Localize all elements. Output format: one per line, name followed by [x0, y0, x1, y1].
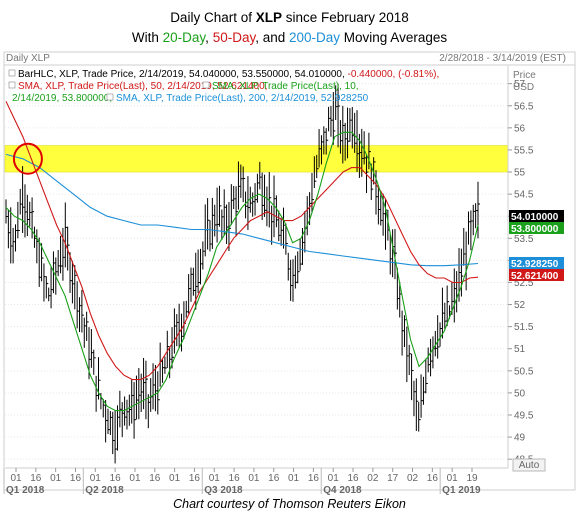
- x-tick-label-5: 16: [110, 473, 122, 484]
- x-tick-label-14: 01: [288, 473, 300, 484]
- x-tick-label-9: 16: [189, 473, 201, 484]
- quarter-label-4: Q1 2019: [442, 485, 481, 496]
- y-tick-label-4: 50.5: [514, 366, 534, 377]
- plot-area: [5, 66, 508, 468]
- title-line-2: With 20-Day, 50-Day, and 200-Day Moving …: [0, 28, 579, 48]
- legend-entry-1: SMA, XLP, Trade Price(Last), 50, 2/14/20…: [18, 81, 267, 92]
- x-axis-quarters: Q1 2018 Q2 2018 Q3 2018 Q4 2018 Q1 2019: [3, 468, 481, 496]
- y-axis-title: Price: [513, 70, 536, 81]
- legend-icon-4: [106, 93, 114, 101]
- legend-icon-1: [8, 81, 16, 89]
- title-pre: Daily Chart of: [170, 10, 256, 25]
- x-tick-label-10: 01: [209, 473, 221, 484]
- title-ma50: 50-Day: [212, 30, 256, 45]
- title-line2-post: Moving Averages: [340, 30, 448, 45]
- x-tick-label-0: 01: [10, 473, 22, 484]
- x-tick-label-13: 16: [268, 473, 280, 484]
- legend-entry-2: SMA, XLP, Trade Price(Last), 10,: [212, 81, 359, 92]
- x-tick-label-23: 19: [466, 473, 478, 484]
- y-tick-label-13: 55: [514, 168, 526, 179]
- y-tick-label-7: 52: [514, 300, 526, 311]
- last-value-box-2: [509, 257, 564, 269]
- y-tick-label-10: 53.5: [514, 234, 534, 245]
- last-value-box-1: [509, 222, 564, 234]
- last-value-box-3: [509, 269, 564, 281]
- y-tick-label-15: 56: [514, 123, 526, 134]
- sma10-line: [5, 131, 479, 412]
- header-right: 2/28/2018 - 3/14/2019 (EST): [439, 53, 566, 64]
- sma50-line: [5, 101, 479, 381]
- y-tick-label-12: 54.5: [514, 190, 534, 201]
- x-tick-label-11: 16: [229, 473, 241, 484]
- x-tick-label-16: 01: [328, 473, 340, 484]
- quarter-label-0: Q1 2018: [6, 485, 45, 496]
- title-line-1: Daily Chart of XLP since February 2018: [0, 8, 579, 28]
- x-tick-label-15: 16: [308, 473, 320, 484]
- caption: Chart courtesy of Thomson Reuters Eikon: [173, 497, 406, 511]
- header-left: Daily XLP: [6, 53, 50, 64]
- sma200-line: [5, 153, 479, 267]
- price-chart: Daily XLP 2/28/2018 - 3/14/2019 (EST) Ba…: [3, 51, 576, 496]
- legend: BarHLC, XLP, Trade Price, 2/14/2019, 54.…: [8, 69, 439, 104]
- quarter-label-1: Q2 2018: [85, 485, 124, 496]
- last-value-label-2: 52.928250: [511, 259, 559, 270]
- x-tick-label-17: 16: [347, 473, 359, 484]
- auto-button-label: Auto: [519, 460, 540, 471]
- legend-entry-0: BarHLC, XLP, Trade Price, 2/14/2019, 54.…: [18, 69, 439, 80]
- x-tick-label-7: 16: [149, 473, 161, 484]
- auto-button[interactable]: [512, 458, 546, 472]
- legend-icon-0: [8, 69, 16, 77]
- title-post: since February 2018: [281, 10, 409, 25]
- x-tick-label-8: 01: [169, 473, 181, 484]
- y-tick-label-1: 49: [514, 433, 526, 444]
- quarter-label-2: Q3 2018: [204, 485, 243, 496]
- y-tick-label-16: 56.5: [514, 101, 534, 112]
- y-axis-currency: USD: [513, 82, 534, 93]
- chart-title: Daily Chart of XLP since February 2018 W…: [0, 8, 579, 48]
- y-tick-label-3: 50: [514, 388, 526, 399]
- x-tick-label-19: 17: [387, 473, 399, 484]
- legend-change: -0.440000, (-0.81%),: [348, 69, 440, 80]
- y-tick-label-2: 49.5: [514, 410, 534, 421]
- legend-icon-2: [202, 81, 210, 89]
- last-value-label-3: 52.621400: [511, 271, 559, 282]
- legend-entry-4: SMA, XLP, Trade Price(Last), 200, 2/14/2…: [116, 93, 369, 104]
- x-axis-ticks: 01 16 01 16 01 16 01 16 01 16 01 16 01 16 01 16 01 16 02 17…: [10, 468, 478, 484]
- title-sep2: , and: [255, 30, 289, 45]
- x-tick-label-22: 01: [447, 473, 459, 484]
- title-ma200: 200-Day: [289, 30, 341, 45]
- x-tick-label-20: 02: [407, 473, 419, 484]
- x-tick-label-18: 02: [367, 473, 379, 484]
- title-sep1: ,: [205, 30, 213, 45]
- highlight-band: [4, 145, 509, 173]
- y-tick-label-14: 55.5: [514, 145, 534, 156]
- y-tick-label-6: 51.5: [514, 322, 534, 333]
- legend-entry-3: 2/14/2019, 53.800000,: [12, 93, 112, 104]
- x-tick-label-12: 01: [248, 473, 260, 484]
- x-tick-label-1: 16: [30, 473, 42, 484]
- last-value-label-1: 53.800000: [511, 224, 559, 235]
- y-tick-label-8: 52.5: [514, 278, 534, 289]
- y-tick-label-5: 51: [514, 344, 526, 355]
- y-tick-label-17: 57: [514, 79, 526, 90]
- title-ticker: XLP: [255, 10, 282, 25]
- title-line2-pre: With: [131, 30, 163, 45]
- x-tick-label-6: 01: [129, 473, 141, 484]
- title-ma20: 20-Day: [162, 30, 206, 45]
- quarter-label-3: Q4 2018: [323, 485, 362, 496]
- x-tick-label-21: 16: [427, 473, 439, 484]
- last-value-label-0: 54.010000: [511, 212, 559, 223]
- x-tick-label-2: 01: [50, 473, 62, 484]
- last-value-box-0: [509, 210, 564, 222]
- x-tick-label-4: 01: [90, 473, 102, 484]
- x-tick-label-3: 16: [70, 473, 82, 484]
- highlight-circle: [12, 142, 43, 175]
